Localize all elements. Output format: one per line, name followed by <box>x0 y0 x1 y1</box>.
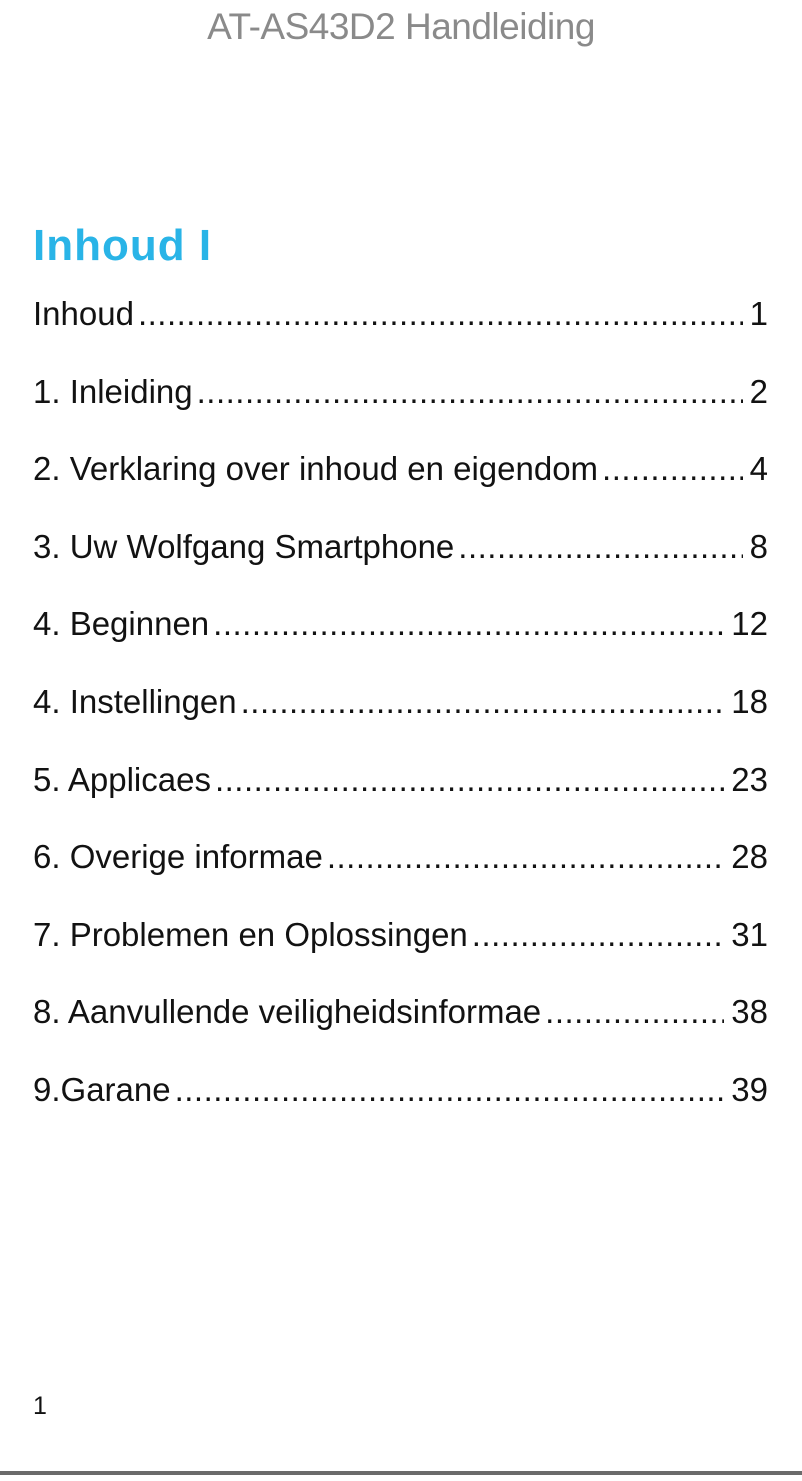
toc-entry-page-number: 1 <box>749 295 768 332</box>
dot-leader <box>545 991 724 1033</box>
toc-entry-page-number: 12 <box>731 605 768 643</box>
toc-entry-page-number: 38 <box>731 993 768 1031</box>
dot-leader <box>472 914 725 956</box>
page-number: 1 <box>33 1392 47 1420</box>
dot-leader <box>197 371 743 413</box>
toc-entry-label: Inhoud <box>33 295 134 332</box>
toc-entry: 8. Aanvullende veiligheidsinformae 38 <box>33 991 768 1069</box>
toc-entry: Inhoud 1 <box>33 293 768 371</box>
toc-entry-label: 8. Aanvullende veiligheidsinformae <box>33 993 542 1031</box>
toc-entry-page-number: 18 <box>731 682 768 720</box>
toc-entry-label: 7. Problemen en Oplossingen <box>33 915 468 953</box>
dot-leader <box>213 603 724 645</box>
toc-entry-page-number: 2 <box>749 372 768 410</box>
toc-entry-page-number: 39 <box>731 1070 768 1108</box>
section-heading: Inhoud I <box>33 221 213 270</box>
dot-leader <box>327 836 724 878</box>
toc-entry: 7. Problemen en Oplossingen 31 <box>33 914 768 992</box>
document-title: AT-AS43D2 Handleiding <box>207 6 595 47</box>
bottom-rule <box>0 1471 802 1475</box>
toc-entry: 5. Applicaes 23 <box>33 759 768 837</box>
toc-entry-page-number: 28 <box>731 838 768 876</box>
toc-entry: 9.Garane 39 <box>33 1069 768 1147</box>
toc-entry: 4. Beginnen 12 <box>33 603 768 681</box>
dot-leader <box>215 759 724 801</box>
toc-entry: 6. Overige informae 28 <box>33 836 768 914</box>
toc-entry-label: 3. Uw Wolfgang Smartphone <box>33 527 455 565</box>
dot-leader <box>175 1069 725 1111</box>
toc-entry-page-number: 8 <box>749 527 768 565</box>
toc-entry: 3. Uw Wolfgang Smartphone 8 <box>33 526 768 604</box>
toc-entry-label: 4. Instellingen <box>33 682 237 720</box>
toc-entry-label: 2. Verklaring over inhoud en eigendom <box>33 450 599 488</box>
dot-leader <box>241 681 725 723</box>
toc-entry-label: 5. Applicaes <box>33 760 211 798</box>
toc-entry-label: 9.Garane <box>33 1070 171 1108</box>
toc-entry-page-number: 31 <box>731 915 768 953</box>
table-of-contents: Inhoud 1 1. Inleiding 2 2. Verklaring ov… <box>33 293 768 1147</box>
toc-entry-page-number: 4 <box>749 450 768 488</box>
toc-entry: 1. Inleiding 2 <box>33 371 768 449</box>
toc-entry-label: 6. Overige informae <box>33 838 323 876</box>
dot-leader <box>138 293 743 335</box>
dot-leader <box>602 448 743 490</box>
toc-entry-label: 1. Inleiding <box>33 372 193 410</box>
toc-entry: 4. Instellingen 18 <box>33 681 768 759</box>
toc-entry: 2. Verklaring over inhoud en eigendom 4 <box>33 448 768 526</box>
dot-leader <box>458 526 742 568</box>
toc-entry-label: 4. Beginnen <box>33 605 210 643</box>
toc-entry-page-number: 23 <box>731 760 768 798</box>
